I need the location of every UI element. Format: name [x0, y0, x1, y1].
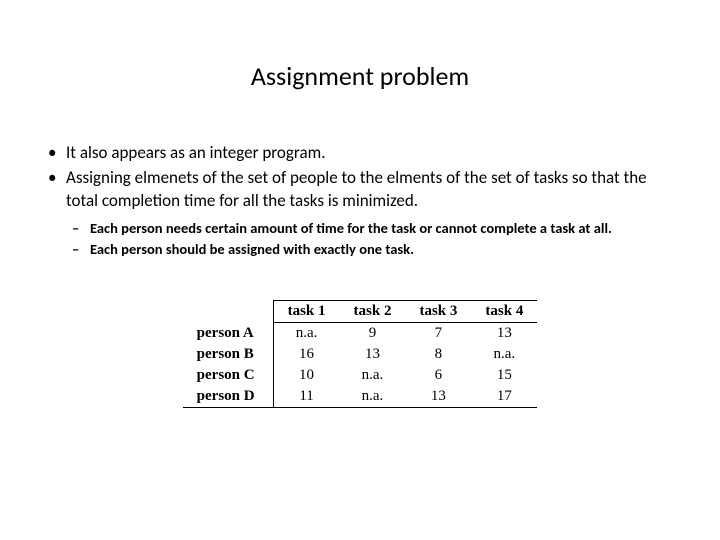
- table-row-header: person C: [183, 365, 273, 386]
- table-cell: 11: [273, 386, 339, 408]
- table-row-header: person B: [183, 344, 273, 365]
- table-cell: n.a.: [471, 344, 537, 365]
- table-header-row: task 1 task 2 task 3 task 4: [183, 300, 538, 322]
- table-cell: 13: [405, 386, 471, 408]
- bullet-item: It also appears as an integer program.: [40, 142, 680, 165]
- bullet-text: Assigning elmenets of the set of people …: [66, 167, 647, 211]
- table-row: person B 16 13 8 n.a.: [183, 344, 538, 365]
- sub-bullet-text: Each person should be assigned with exac…: [90, 240, 414, 258]
- sub-bullet-list: Each person needs certain amount of time…: [66, 219, 680, 260]
- table-corner-cell: [183, 300, 273, 322]
- table-cell: 15: [471, 365, 537, 386]
- table-cell: 9: [340, 322, 406, 344]
- table-cell: n.a.: [340, 386, 406, 408]
- table-col-header: task 2: [340, 300, 406, 322]
- table-cell: n.a.: [340, 365, 406, 386]
- bullet-list: It also appears as an integer program. A…: [40, 142, 680, 260]
- table-cell: 7: [405, 322, 471, 344]
- table-col-header: task 1: [273, 300, 339, 322]
- table-cell: 13: [340, 344, 406, 365]
- table-row: person C 10 n.a. 6 15: [183, 365, 538, 386]
- table-row: person D 11 n.a. 13 17: [183, 386, 538, 408]
- table-cell: 13: [471, 322, 537, 344]
- table-col-header: task 4: [471, 300, 537, 322]
- table-cell: 6: [405, 365, 471, 386]
- bullet-item: Assigning elmenets of the set of people …: [40, 167, 680, 260]
- table-row-header: person D: [183, 386, 273, 408]
- sub-bullet-item: Each person needs certain amount of time…: [66, 219, 680, 239]
- table-col-header: task 3: [405, 300, 471, 322]
- sub-bullet-text: Each person needs certain amount of time…: [90, 219, 612, 237]
- table-cell: 10: [273, 365, 339, 386]
- slide-title: Assignment problem: [40, 60, 680, 92]
- bullet-text: It also appears as an integer program.: [66, 142, 326, 163]
- assignment-table: task 1 task 2 task 3 task 4 person A n.a…: [183, 300, 538, 408]
- table-row: person A n.a. 9 7 13: [183, 322, 538, 344]
- table-cell: 17: [471, 386, 537, 408]
- table-cell: n.a.: [273, 322, 339, 344]
- table-container: task 1 task 2 task 3 task 4 person A n.a…: [40, 300, 680, 408]
- sub-bullet-item: Each person should be assigned with exac…: [66, 240, 680, 260]
- table-cell: 16: [273, 344, 339, 365]
- table-row-header: person A: [183, 322, 273, 344]
- slide: Assignment problem It also appears as an…: [0, 0, 720, 438]
- table-cell: 8: [405, 344, 471, 365]
